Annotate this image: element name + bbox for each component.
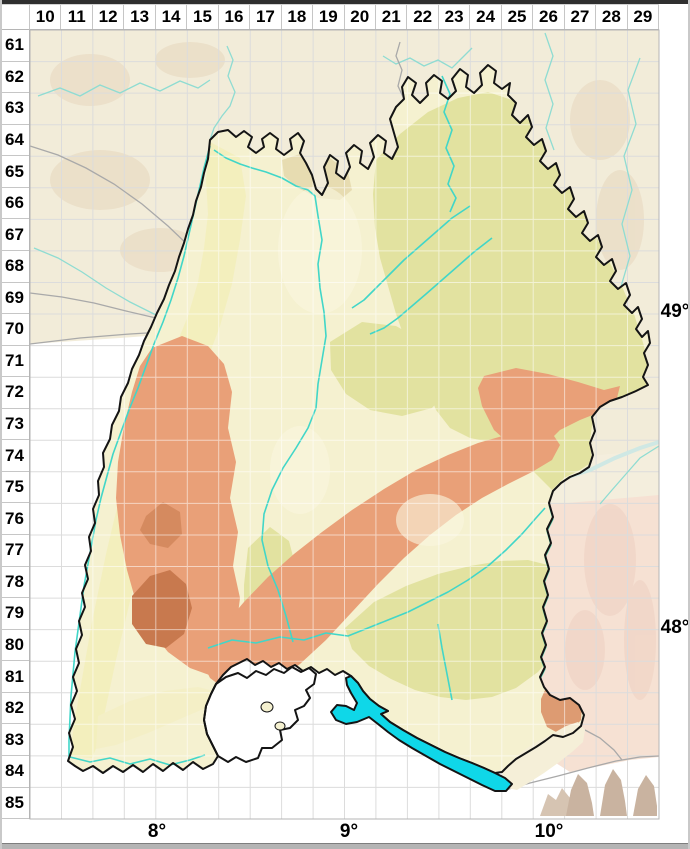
column-header: 10 [30,5,62,29]
column-header: 21 [375,5,408,29]
row-header: 81 [0,661,29,693]
row-header: 61 [0,30,29,62]
longitude-axis: 8° 9° 10° [0,819,690,845]
row-header: 79 [0,598,29,630]
row-header: 73 [0,408,29,441]
terrain-hochrhein-valley [96,687,214,749]
river-neckar [213,149,327,643]
row-header: 62 [0,61,29,94]
column-header: 24 [470,5,502,29]
border-hessen-bavaria [395,41,405,100]
column-header: 25 [501,5,534,29]
terrain-lindau-strip [502,722,585,790]
state-rivers [68,75,554,766]
row-header: 82 [0,692,29,725]
outside-rivers [33,32,660,505]
column-header: 26 [533,5,565,29]
row-header: 63 [0,93,29,125]
state-terrain [70,92,649,758]
row-header: 75 [0,471,29,504]
window-edge-top [0,0,690,4]
row-header: 65 [0,156,29,188]
border-austria [504,755,660,791]
longitude-label: 8° [147,821,167,842]
column-header: 17 [250,5,282,29]
row-header: 66 [0,187,29,220]
column-header: 20 [344,5,376,29]
state-border [67,64,651,774]
river-rhine-north [209,45,236,141]
column-header: 22 [407,5,439,29]
river-rhine [68,145,211,758]
grid-corner-cell [0,4,30,30]
row-header: 71 [0,345,29,378]
lake-constance [330,675,513,792]
column-header: 18 [281,5,314,29]
column-header: 14 [155,5,188,29]
row-header: 67 [0,219,29,251]
column-header: 19 [313,5,345,29]
row-header: 83 [0,724,29,756]
river-east [619,57,641,325]
longitude-label: 10° [534,821,564,842]
latitude-label: 49° [660,301,690,322]
terrain-mid-blackforest-core [140,502,182,548]
row-header: 85 [0,787,29,820]
row-header: 74 [0,440,29,472]
longitude-label: 9° [339,821,359,842]
row-header: 77 [0,535,29,567]
row-header: 78 [0,566,29,599]
window-edge-left [0,0,2,849]
column-header: 16 [218,5,251,29]
enclave-island [260,701,274,713]
row-header: 64 [0,124,29,157]
river-jagst [351,205,471,309]
column-header: 15 [187,5,219,29]
terrain-virngrund [478,368,620,452]
column-header: 12 [92,5,125,29]
column-header: 29 [627,5,660,29]
row-header: 69 [0,282,29,315]
column-header: 11 [61,5,93,29]
map-frame [29,29,660,820]
column-header-row: 10 11 12 13 14 15 16 17 18 19 20 21 22 23 24 25 26 27 28 29 [30,4,660,30]
border-lindau-austria [584,729,623,761]
enclave-island [274,721,286,731]
row-header-column: 61 62 63 64 65 66 67 68 69 70 71 72 73 74 75 76 77 78 79 80… [0,30,30,820]
column-header: 28 [596,5,628,29]
row-header: 72 [0,377,29,409]
column-header: 13 [124,5,156,29]
alps-relief [540,769,657,816]
row-header: 80 [0,629,29,662]
grid-lines-inner [68,65,650,773]
latitude-label: 48° [660,617,690,638]
column-header: 27 [564,5,597,29]
row-header: 84 [0,755,29,788]
river-tauber [441,75,457,213]
schaffhausen-enclave [203,666,317,763]
river-northwest [37,79,211,97]
latitude-axis: 49° 48° [660,0,690,849]
river-kocher [369,237,493,335]
river-danube [207,507,546,649]
river-east-mid [599,445,660,505]
row-header: 68 [0,250,29,283]
column-header: 23 [438,5,471,29]
terrain-south-blackforest-core [132,570,192,648]
row-header: 70 [0,314,29,346]
river-northeast [544,32,555,151]
row-header: 76 [0,503,29,535]
window-edge-bottom [0,843,690,849]
window-edge-right [688,0,690,849]
